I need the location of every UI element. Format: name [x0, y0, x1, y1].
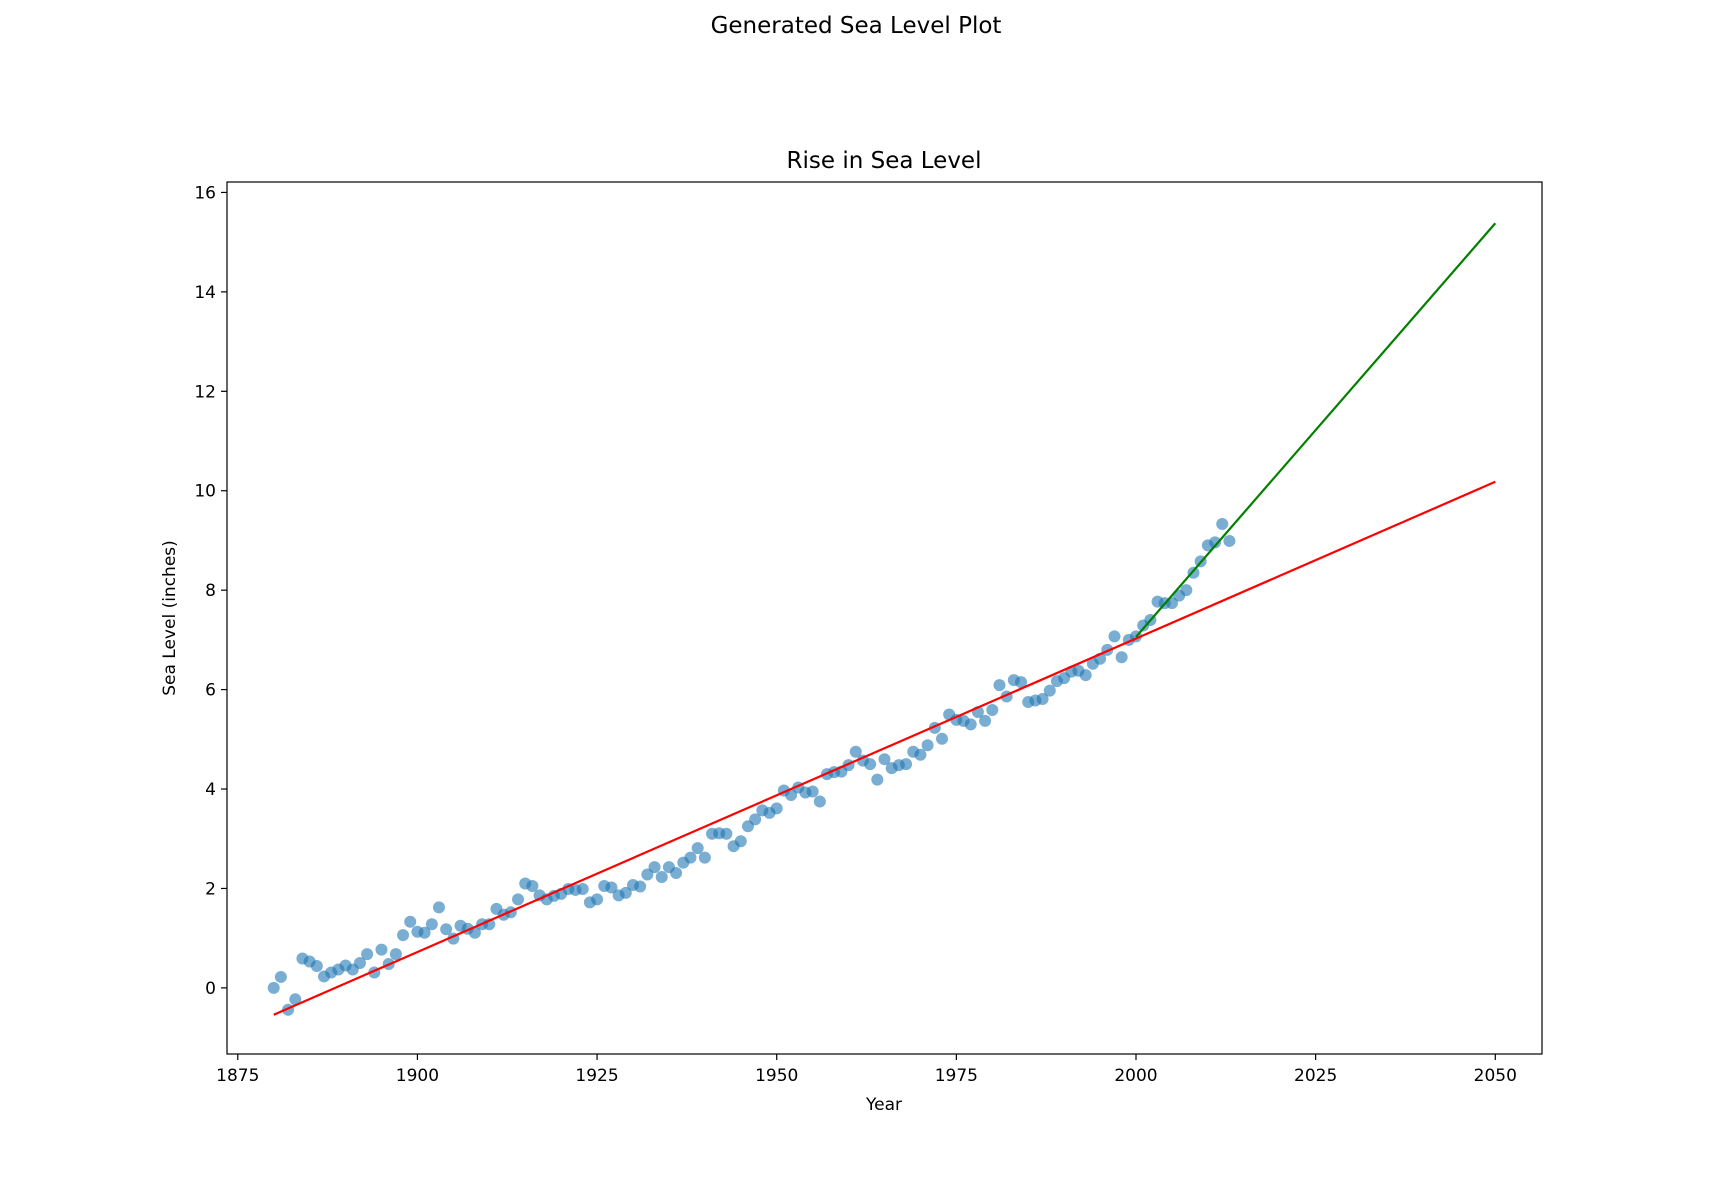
- data-point: [900, 758, 913, 771]
- x-tick-label: 1925: [575, 1066, 618, 1086]
- data-point: [440, 923, 453, 936]
- data-point: [310, 960, 323, 972]
- fit-line-all-data: [273, 480, 1496, 1016]
- data-point: [353, 957, 366, 970]
- data-point: [389, 948, 402, 961]
- figure-title: Generated Sea Level Plot: [711, 13, 1002, 39]
- data-point: [720, 827, 733, 840]
- data-point: [871, 773, 884, 786]
- data-point: [813, 795, 826, 808]
- x-tick-label: 2025: [1294, 1066, 1337, 1086]
- data-point: [468, 926, 481, 939]
- data-point: [634, 880, 647, 893]
- data-point: [397, 929, 410, 942]
- data-point: [684, 851, 697, 864]
- data-point: [289, 993, 302, 1006]
- y-tick-label: 16: [194, 183, 216, 203]
- data-point: [432, 901, 445, 914]
- data-point: [935, 732, 948, 745]
- y-tick-label: 12: [194, 382, 216, 402]
- y-axis-label: Sea Level (inches): [160, 540, 180, 696]
- data-point: [770, 802, 783, 815]
- data-point: [734, 835, 747, 848]
- data-point: [512, 893, 525, 906]
- data-point: [361, 948, 374, 961]
- data-point: [670, 867, 683, 880]
- data-point: [1180, 584, 1193, 597]
- data-point: [1216, 518, 1229, 531]
- data-point: [425, 918, 438, 931]
- data-point: [418, 926, 431, 939]
- chart-title: Rise in Sea Level: [787, 148, 982, 174]
- data-point: [605, 881, 618, 894]
- y-tick-label: 14: [194, 283, 216, 303]
- x-tick-label: 1900: [396, 1066, 439, 1086]
- data-point: [655, 871, 668, 884]
- x-tick-label: 2000: [1114, 1066, 1157, 1086]
- data-point: [591, 893, 604, 906]
- data-point: [375, 943, 388, 956]
- data-point: [1015, 676, 1028, 689]
- y-tick-label: 4: [205, 780, 216, 800]
- data-point: [1209, 536, 1222, 549]
- y-tick-label: 10: [194, 482, 216, 502]
- y-tick-label: 2: [205, 879, 216, 899]
- data-point: [274, 970, 287, 983]
- y-tick-label: 0: [205, 979, 216, 999]
- data-point: [648, 861, 661, 874]
- x-axis-label: Year: [865, 1095, 902, 1115]
- data-point: [864, 758, 877, 771]
- y-tick-label: 8: [205, 581, 216, 601]
- data-point: [698, 851, 711, 864]
- x-tick-label: 2050: [1474, 1066, 1517, 1086]
- data-point: [691, 842, 704, 855]
- data-point: [526, 879, 539, 892]
- y-tick-label: 6: [205, 681, 216, 701]
- x-axis-ticks: 1875 1900 1925 1950 1975 2000 2025 2050: [216, 1054, 1517, 1086]
- fit-line-recent-data: [1135, 222, 1497, 638]
- scatter-points: [267, 518, 1236, 1016]
- plot-area-frame: [226, 181, 1543, 1055]
- data-point: [849, 745, 862, 758]
- data-point: [806, 785, 819, 798]
- data-point: [1108, 630, 1121, 643]
- data-point: [1223, 534, 1236, 547]
- y-axis-ticks: 0 2 4 6 8 10 12 14 16: [194, 183, 227, 999]
- data-point: [1043, 684, 1056, 697]
- data-point: [1079, 669, 1092, 682]
- data-point: [576, 882, 589, 895]
- x-tick-label: 1950: [755, 1066, 798, 1086]
- data-point: [1036, 693, 1049, 706]
- data-point: [785, 788, 798, 801]
- data-point: [404, 915, 417, 928]
- data-point: [619, 886, 632, 899]
- data-point: [641, 868, 654, 881]
- fit-lines: [273, 222, 1497, 1016]
- data-point: [914, 748, 927, 761]
- data-point: [878, 753, 891, 766]
- x-tick-label: 1875: [216, 1066, 259, 1086]
- data-point: [267, 981, 280, 994]
- data-point: [986, 703, 999, 716]
- data-point: [993, 679, 1006, 692]
- x-tick-label: 1975: [935, 1066, 978, 1086]
- data-point: [964, 718, 977, 731]
- data-point: [1115, 651, 1128, 664]
- data-point: [921, 739, 934, 752]
- data-point: [979, 714, 992, 727]
- data-point: [749, 813, 762, 826]
